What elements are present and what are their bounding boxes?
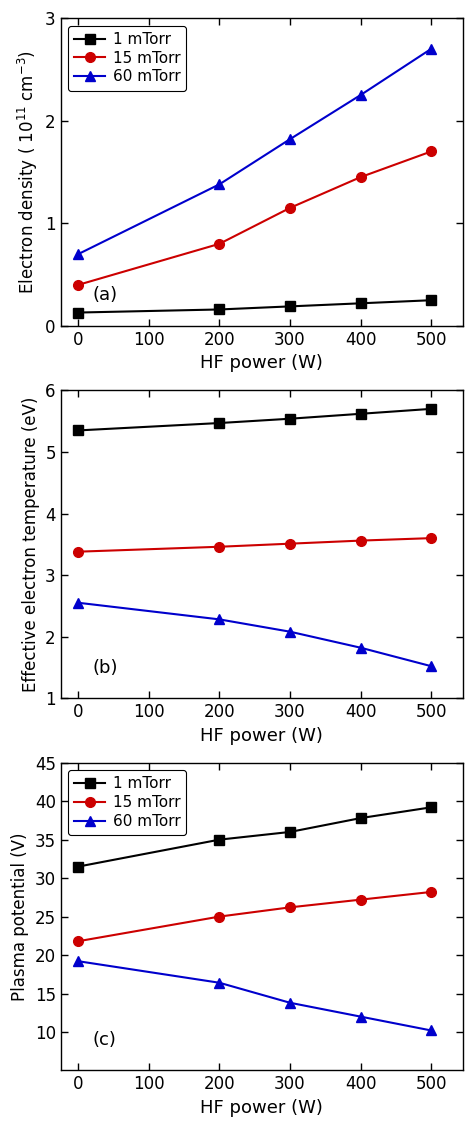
15 mTorr [217, 237, 222, 250]
15 mTorr [75, 934, 81, 948]
60 mTorr [428, 42, 434, 55]
X-axis label: HF power (W): HF power (W) [201, 1099, 323, 1117]
X-axis label: HF power (W): HF power (W) [201, 354, 323, 372]
1 mTorr [358, 811, 364, 825]
Text: (b): (b) [93, 659, 118, 677]
Y-axis label: Electron density ( 10$^{11}$ cm$^{-3}$): Electron density ( 10$^{11}$ cm$^{-3}$) [16, 50, 40, 294]
60 mTorr [428, 660, 434, 673]
60 mTorr [217, 613, 222, 626]
1 mTorr [217, 416, 222, 430]
15 mTorr [75, 545, 81, 558]
1 mTorr [287, 826, 293, 839]
Y-axis label: Plasma potential (V): Plasma potential (V) [11, 832, 29, 1001]
1 mTorr [75, 424, 81, 438]
15 mTorr [428, 144, 434, 158]
Legend: 1 mTorr, 15 mTorr, 60 mTorr: 1 mTorr, 15 mTorr, 60 mTorr [68, 26, 186, 90]
60 mTorr [75, 954, 81, 968]
1 mTorr [428, 293, 434, 307]
Line: 1 mTorr: 1 mTorr [73, 296, 436, 317]
Line: 15 mTorr: 15 mTorr [73, 534, 436, 556]
1 mTorr [287, 300, 293, 314]
60 mTorr [217, 177, 222, 191]
Line: 15 mTorr: 15 mTorr [73, 887, 436, 946]
15 mTorr [217, 540, 222, 554]
60 mTorr [287, 996, 293, 1010]
60 mTorr [358, 88, 364, 102]
60 mTorr [287, 132, 293, 146]
15 mTorr [358, 170, 364, 184]
X-axis label: HF power (W): HF power (W) [201, 726, 323, 744]
1 mTorr [428, 801, 434, 814]
15 mTorr [358, 893, 364, 907]
Text: (a): (a) [93, 287, 118, 305]
1 mTorr [358, 407, 364, 421]
Y-axis label: Effective electron temperature (eV): Effective electron temperature (eV) [22, 397, 40, 691]
Line: 60 mTorr: 60 mTorr [73, 957, 436, 1036]
15 mTorr [75, 279, 81, 292]
1 mTorr [75, 860, 81, 873]
Line: 15 mTorr: 15 mTorr [73, 147, 436, 290]
15 mTorr [428, 531, 434, 545]
60 mTorr [287, 625, 293, 638]
Legend: 1 mTorr, 15 mTorr, 60 mTorr: 1 mTorr, 15 mTorr, 60 mTorr [68, 770, 186, 835]
1 mTorr [287, 412, 293, 425]
1 mTorr [428, 402, 434, 415]
Line: 60 mTorr: 60 mTorr [73, 44, 436, 259]
Text: (c): (c) [93, 1031, 117, 1049]
15 mTorr [287, 201, 293, 214]
1 mTorr [217, 302, 222, 316]
15 mTorr [217, 910, 222, 924]
60 mTorr [358, 641, 364, 654]
15 mTorr [287, 537, 293, 550]
Line: 60 mTorr: 60 mTorr [73, 598, 436, 671]
Line: 1 mTorr: 1 mTorr [73, 802, 436, 872]
15 mTorr [428, 885, 434, 899]
60 mTorr [75, 247, 81, 261]
1 mTorr [358, 297, 364, 310]
15 mTorr [358, 534, 364, 547]
60 mTorr [358, 1010, 364, 1023]
1 mTorr [217, 832, 222, 846]
60 mTorr [428, 1024, 434, 1038]
1 mTorr [75, 306, 81, 319]
15 mTorr [287, 900, 293, 914]
60 mTorr [75, 596, 81, 609]
Line: 1 mTorr: 1 mTorr [73, 404, 436, 435]
60 mTorr [217, 976, 222, 989]
